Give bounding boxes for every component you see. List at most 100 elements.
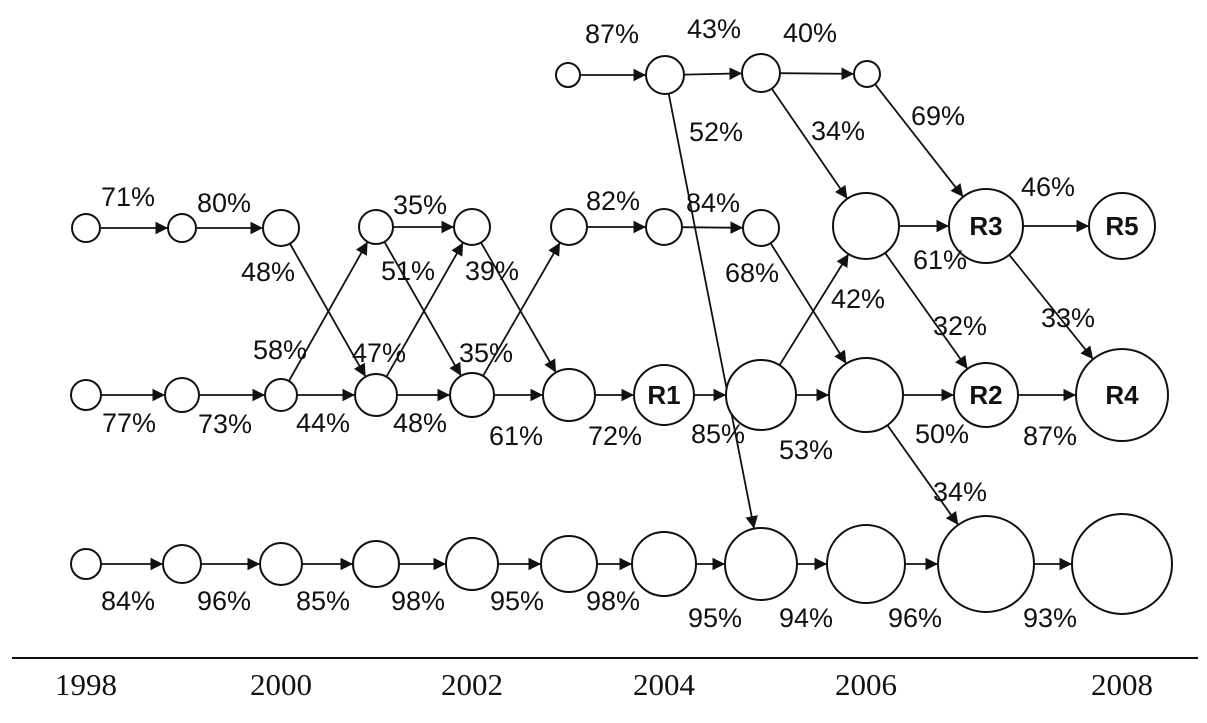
edge-label: 73% xyxy=(198,409,252,439)
node-circle xyxy=(724,527,798,601)
node-circle xyxy=(264,378,298,412)
node-a3 xyxy=(853,60,881,88)
edge-label: 68% xyxy=(725,258,779,288)
edge-label: 98% xyxy=(586,586,640,616)
edge-label: 61% xyxy=(489,421,543,451)
node-circle xyxy=(540,535,598,593)
edge-label: 52% xyxy=(689,117,743,147)
node-c3 xyxy=(354,373,398,417)
node-d5 xyxy=(540,535,598,593)
edge-label: 95% xyxy=(490,586,544,616)
node-circle xyxy=(550,208,588,246)
node-circle xyxy=(262,209,300,247)
edge-label: 85% xyxy=(691,419,745,449)
node-b8 xyxy=(832,192,900,260)
node-circle xyxy=(633,364,695,426)
node-b9: R3 xyxy=(948,188,1024,264)
node-c9: R2 xyxy=(953,362,1019,428)
edge-label: 40% xyxy=(783,18,837,48)
edge-label-layer: 87% 43% 40% 52% 34% 69% 71% 80% 48% 35% 51% 39% 82% 8… xyxy=(101,14,1095,633)
node-c4 xyxy=(449,372,495,418)
node-b6 xyxy=(645,208,683,246)
node-b4 xyxy=(453,208,491,246)
edge-c3-b4 xyxy=(385,242,464,378)
node-c8 xyxy=(828,357,904,433)
node-d9 xyxy=(937,515,1035,613)
edge-b4-c5 xyxy=(480,242,557,373)
edge-b2-c3 xyxy=(289,243,367,378)
edge-a1-d7 xyxy=(667,93,758,529)
node-b3 xyxy=(358,209,394,245)
edge-a1-a2 xyxy=(683,67,743,80)
edge-c7-b8 xyxy=(778,253,850,366)
node-d1 xyxy=(162,544,202,584)
edge-label: 47% xyxy=(352,338,406,368)
edge-label: 53% xyxy=(779,435,833,465)
edge-arrow xyxy=(383,241,462,377)
node-circle xyxy=(631,531,697,597)
year-label-2002: 2002 xyxy=(441,667,503,702)
edge-arrow xyxy=(778,253,850,366)
edge-a3-b9 xyxy=(874,83,964,198)
edge-label: 32% xyxy=(933,311,987,341)
edge-label: 87% xyxy=(585,19,639,49)
edge-label: 80% xyxy=(197,188,251,218)
node-d10 xyxy=(1071,513,1173,615)
edge-arrow xyxy=(480,242,557,373)
node-circle xyxy=(259,542,303,586)
node-b7 xyxy=(742,209,780,247)
year-label-2008: 2008 xyxy=(1091,667,1153,702)
edge-label: 94% xyxy=(779,603,833,633)
edge-label: 48% xyxy=(241,257,295,287)
edge-label: 58% xyxy=(253,335,307,365)
node-circle xyxy=(742,209,780,247)
year-labels: 1998 2000 2002 2004 2006 2008 xyxy=(55,667,1153,702)
node-circle xyxy=(71,213,101,243)
node-c1 xyxy=(164,377,200,413)
edge-label: 35% xyxy=(459,338,513,368)
node-circle xyxy=(741,53,781,93)
node-circle xyxy=(162,544,202,584)
edge-label: 43% xyxy=(687,14,741,44)
edge-arrow xyxy=(771,88,849,200)
edge-arrow xyxy=(681,221,744,234)
edge-c2-b3 xyxy=(288,241,369,382)
node-circle xyxy=(1075,348,1169,442)
node-circle xyxy=(937,515,1035,613)
edge-label: 34% xyxy=(933,477,987,507)
node-circle xyxy=(358,209,394,245)
node-c10: R4 xyxy=(1075,348,1169,442)
edge-label: 77% xyxy=(102,408,156,438)
node-a2 xyxy=(741,53,781,93)
edge-label: 96% xyxy=(888,603,942,633)
edge-c4-b5 xyxy=(482,242,561,377)
node-circle xyxy=(1088,192,1156,260)
node-a1 xyxy=(645,55,685,95)
node-b2 xyxy=(262,209,300,247)
node-d6 xyxy=(631,531,697,597)
node-circle xyxy=(167,213,197,243)
edge-label: 69% xyxy=(911,101,965,131)
node-b1 xyxy=(167,213,197,243)
node-label-r4: R4 xyxy=(1105,380,1139,410)
node-d2 xyxy=(259,542,303,586)
node-circle xyxy=(826,524,906,604)
node-circle xyxy=(1071,513,1173,615)
node-circle xyxy=(542,368,596,422)
year-label-2006: 2006 xyxy=(835,667,897,702)
edge-label: 84% xyxy=(686,188,740,218)
node-circle xyxy=(70,379,102,411)
year-label-1998: 1998 xyxy=(55,667,117,702)
node-circle xyxy=(832,192,900,260)
node-b0 xyxy=(71,213,101,243)
edge-label: 33% xyxy=(1041,303,1095,333)
edge-label: 35% xyxy=(393,190,447,220)
edge-label: 72% xyxy=(588,421,642,451)
edge-b9-c10 xyxy=(1008,254,1094,360)
node-c5 xyxy=(542,368,596,422)
node-circle xyxy=(853,60,881,88)
node-d8 xyxy=(826,524,906,604)
node-circle xyxy=(354,373,398,417)
node-circle xyxy=(164,377,200,413)
node-circle xyxy=(70,548,102,580)
